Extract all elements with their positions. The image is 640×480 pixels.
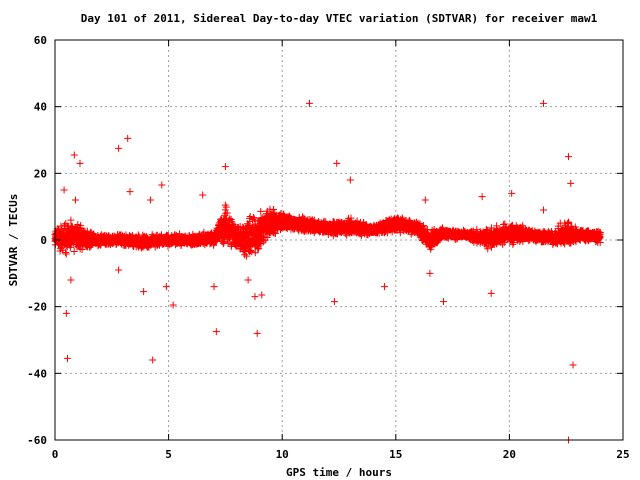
outlier-point bbox=[305, 99, 313, 107]
y-tick-label: -40 bbox=[27, 367, 47, 380]
data-point bbox=[62, 248, 70, 256]
outlier-point bbox=[380, 283, 388, 291]
chart-title: Day 101 of 2011, Sidereal Day-to-day VTE… bbox=[81, 12, 598, 25]
outlier-point bbox=[569, 361, 577, 369]
outlier-point bbox=[67, 276, 75, 284]
data-point bbox=[83, 227, 91, 235]
outlier-point bbox=[567, 179, 575, 187]
outlier-point bbox=[149, 356, 157, 364]
outlier-point bbox=[346, 176, 354, 184]
outlier-point bbox=[124, 134, 132, 142]
y-tick-label: 40 bbox=[34, 101, 47, 114]
outlier-point bbox=[76, 159, 84, 167]
outlier-point bbox=[421, 196, 429, 204]
data-point bbox=[57, 222, 65, 230]
outlier-point bbox=[539, 206, 547, 214]
x-tick-label: 5 bbox=[165, 448, 172, 461]
outlier-point bbox=[251, 293, 259, 301]
outlier-point bbox=[63, 354, 71, 362]
outlier-point bbox=[169, 301, 177, 309]
y-tick-label: 0 bbox=[40, 234, 47, 247]
data-point bbox=[70, 247, 78, 255]
outlier-point bbox=[62, 309, 70, 317]
x-tick-label: 25 bbox=[616, 448, 629, 461]
x-axis-label: GPS time / hours bbox=[286, 466, 392, 479]
y-axis-label: SDTVAR / TECUs bbox=[7, 194, 20, 287]
outlier-point bbox=[487, 289, 495, 297]
y-tick-label: -20 bbox=[27, 301, 47, 314]
outlier-point bbox=[140, 288, 148, 296]
outlier-point bbox=[71, 196, 79, 204]
y-tick-label: 20 bbox=[34, 167, 47, 180]
outlier-point bbox=[210, 283, 218, 291]
outlier-point bbox=[539, 99, 547, 107]
outlier-point bbox=[440, 298, 448, 306]
data-point bbox=[67, 216, 75, 224]
outlier-point bbox=[333, 159, 341, 167]
outlier-point bbox=[330, 298, 338, 306]
outlier-point bbox=[212, 328, 220, 336]
x-tick-label: 0 bbox=[52, 448, 59, 461]
data-point bbox=[77, 222, 85, 230]
outlier-point bbox=[253, 329, 261, 337]
data-point bbox=[78, 246, 86, 254]
outlier-point bbox=[199, 191, 207, 199]
outlier-point bbox=[221, 163, 229, 171]
axis-ticks: 0 5 10 15 20 25 -60 -40 -20 0 20 40 60 bbox=[27, 34, 630, 461]
outlier-point bbox=[126, 188, 134, 196]
y-tick-label: 60 bbox=[34, 34, 47, 47]
outlier-point bbox=[115, 144, 123, 152]
outlier-point bbox=[60, 186, 68, 194]
outlier-point bbox=[478, 193, 486, 201]
outlier-point bbox=[70, 151, 78, 159]
data-point bbox=[221, 201, 229, 209]
x-tick-label: 20 bbox=[503, 448, 516, 461]
data-point bbox=[62, 250, 70, 258]
outlier-point bbox=[426, 269, 434, 277]
outlier-point bbox=[564, 153, 572, 161]
data-point bbox=[61, 221, 69, 229]
y-tick-label: -60 bbox=[27, 434, 47, 447]
outlier-point bbox=[258, 291, 266, 299]
data-series bbox=[51, 99, 604, 444]
outlier-point bbox=[158, 181, 166, 189]
outlier-point bbox=[115, 266, 123, 274]
x-tick-label: 15 bbox=[389, 448, 402, 461]
outlier-point bbox=[162, 283, 170, 291]
x-tick-label: 10 bbox=[276, 448, 289, 461]
outlier-point bbox=[146, 196, 154, 204]
outlier-point bbox=[244, 276, 252, 284]
